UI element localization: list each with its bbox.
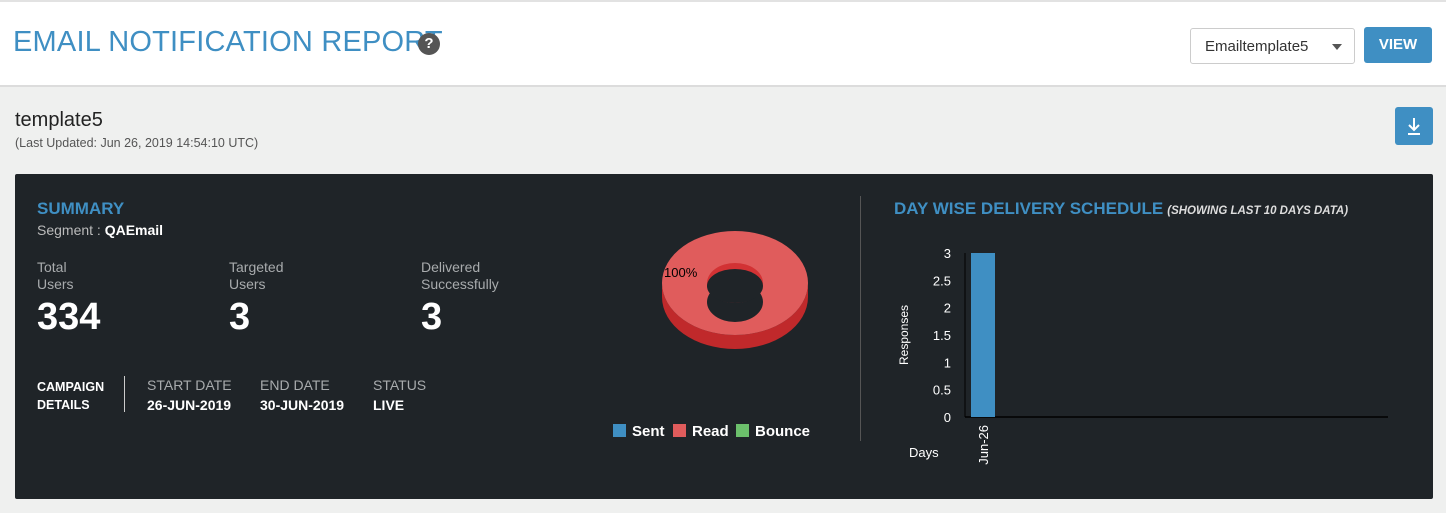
- legend-swatch-sent: [613, 424, 626, 437]
- chevron-down-icon: [1332, 44, 1342, 50]
- y-tick-label: 0: [944, 410, 951, 425]
- template-select[interactable]: Emailtemplate5: [1190, 28, 1355, 64]
- stat-value-targeted-users: 3: [229, 296, 251, 338]
- y-tick-label: 1: [944, 355, 951, 370]
- summary-title: SUMMARY: [37, 199, 125, 218]
- stat-value-total-users: 334: [37, 296, 101, 338]
- y-axis-title: Responses: [897, 305, 911, 365]
- campaign-label-line: CAMPAIGN: [37, 380, 105, 394]
- legend-item-sent[interactable]: Sent: [613, 423, 665, 440]
- delivery-pie-chart: 100%: [662, 231, 808, 349]
- download-icon: [1408, 118, 1420, 135]
- stat-value-delivered: 3: [421, 296, 443, 338]
- end-date-label: END DATE: [260, 377, 330, 393]
- stat-label-targeted-users: Targeted Users: [229, 259, 389, 293]
- delivery-subtitle: (SHOWING LAST 10 DAYS DATA): [1167, 205, 1349, 217]
- question-circle-icon[interactable]: ?: [418, 33, 440, 55]
- campaign-label-line: DETAILS: [37, 398, 90, 412]
- stat-label-line: Delivered: [421, 259, 481, 275]
- y-tick-label: 1.5: [933, 328, 951, 343]
- y-tick-label: 0.5: [933, 383, 951, 398]
- start-date-label: START DATE: [147, 377, 232, 393]
- segment-value: QAEmail: [104, 222, 164, 238]
- section-divider: [860, 196, 861, 441]
- bar-jun-26: [971, 253, 995, 417]
- legend-label-bounce: Bounce: [755, 423, 811, 440]
- stat-label-line: Users: [229, 276, 266, 292]
- legend-label-sent: Sent: [632, 423, 665, 440]
- stat-label-delivered: Delivered Successfully: [421, 259, 581, 293]
- pie-data-label: 100%: [664, 265, 698, 280]
- report-header: EMAIL NOTIFICATION REPORT ? Emailtemplat…: [0, 0, 1446, 87]
- delivery-title-text: DAY WISE DELIVERY SCHEDULE: [894, 199, 1164, 218]
- stat-label-line: Successfully: [421, 276, 499, 292]
- stat-label-line: Targeted: [229, 259, 284, 275]
- stat-label-total-users: Total Users: [37, 259, 197, 293]
- view-button[interactable]: VIEW: [1364, 27, 1432, 63]
- pie-hole: [707, 269, 763, 303]
- x-tick-label: Jun-26: [976, 425, 991, 465]
- y-tick-label: 2.5: [933, 273, 951, 288]
- y-tick-label: 2: [944, 301, 951, 316]
- template-select-value: Emailtemplate5: [1205, 38, 1309, 55]
- segment-label: Segment :: [37, 222, 101, 238]
- campaign-details-label: CAMPAIGN DETAILS: [37, 378, 104, 414]
- legend-item-bounce[interactable]: Bounce: [736, 423, 810, 440]
- legend-swatch-bounce: [736, 424, 749, 437]
- legend-item-read[interactable]: Read: [673, 423, 729, 440]
- start-date-value: 26-JUN-2019: [147, 397, 232, 413]
- legend-swatch-read: [673, 424, 686, 437]
- segment-line: Segment : QAEmail: [37, 222, 163, 238]
- status-value: LIVE: [373, 397, 405, 413]
- delivery-schedule-title: DAY WISE DELIVERY SCHEDULE (SHOWING LAST …: [894, 199, 1348, 219]
- campaign-divider: [124, 376, 125, 412]
- y-tick-label: 3: [944, 246, 951, 261]
- status-label: STATUS: [373, 377, 427, 393]
- page-title: EMAIL NOTIFICATION REPORT: [13, 26, 443, 58]
- template-name: template5: [15, 109, 103, 131]
- delivery-bar-chart: 0 0.5 1 1.5 2 2.5 3 Jun-26 Responses Days: [897, 246, 1388, 465]
- end-date-value: 30-JUN-2019: [260, 397, 345, 413]
- last-updated: (Last Updated: Jun 26, 2019 14:54:10 UTC…: [15, 136, 259, 150]
- legend-label-read: Read: [692, 423, 729, 440]
- pie-slice-side: [662, 283, 808, 349]
- stat-label-line: Users: [37, 276, 74, 292]
- stat-label-line: Total: [37, 259, 67, 275]
- download-button[interactable]: [1395, 107, 1433, 145]
- x-axis-title: Days: [909, 445, 939, 460]
